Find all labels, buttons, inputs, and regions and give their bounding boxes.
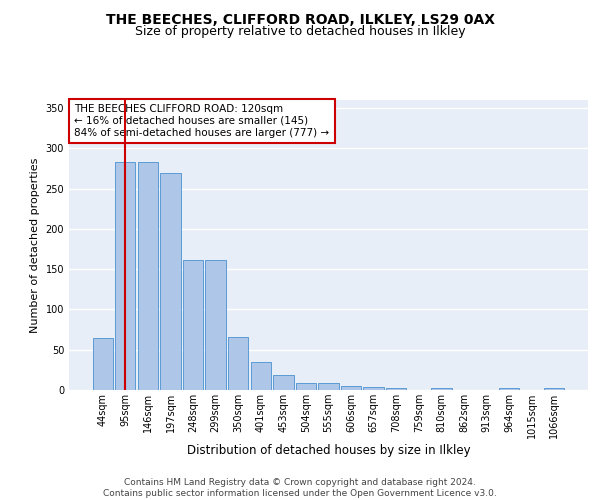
Bar — [138, 162, 158, 390]
Bar — [341, 386, 361, 390]
Bar — [499, 388, 519, 390]
Bar — [364, 387, 384, 390]
Text: Size of property relative to detached houses in Ilkley: Size of property relative to detached ho… — [134, 25, 466, 38]
Bar — [183, 260, 203, 390]
Bar — [92, 338, 113, 390]
Text: THE BEECHES CLIFFORD ROAD: 120sqm
← 16% of detached houses are smaller (145)
84%: THE BEECHES CLIFFORD ROAD: 120sqm ← 16% … — [74, 104, 329, 138]
Bar — [251, 362, 271, 390]
Bar — [319, 383, 338, 390]
Bar — [386, 388, 406, 390]
Bar — [296, 383, 316, 390]
Text: THE BEECHES, CLIFFORD ROAD, ILKLEY, LS29 0AX: THE BEECHES, CLIFFORD ROAD, ILKLEY, LS29… — [106, 12, 494, 26]
Bar — [228, 337, 248, 390]
Bar — [273, 374, 293, 390]
Bar — [544, 388, 565, 390]
Bar — [160, 172, 181, 390]
Text: Contains HM Land Registry data © Crown copyright and database right 2024.
Contai: Contains HM Land Registry data © Crown c… — [103, 478, 497, 498]
Bar — [431, 388, 452, 390]
Y-axis label: Number of detached properties: Number of detached properties — [30, 158, 40, 332]
Bar — [115, 162, 136, 390]
Bar — [205, 260, 226, 390]
X-axis label: Distribution of detached houses by size in Ilkley: Distribution of detached houses by size … — [187, 444, 470, 456]
